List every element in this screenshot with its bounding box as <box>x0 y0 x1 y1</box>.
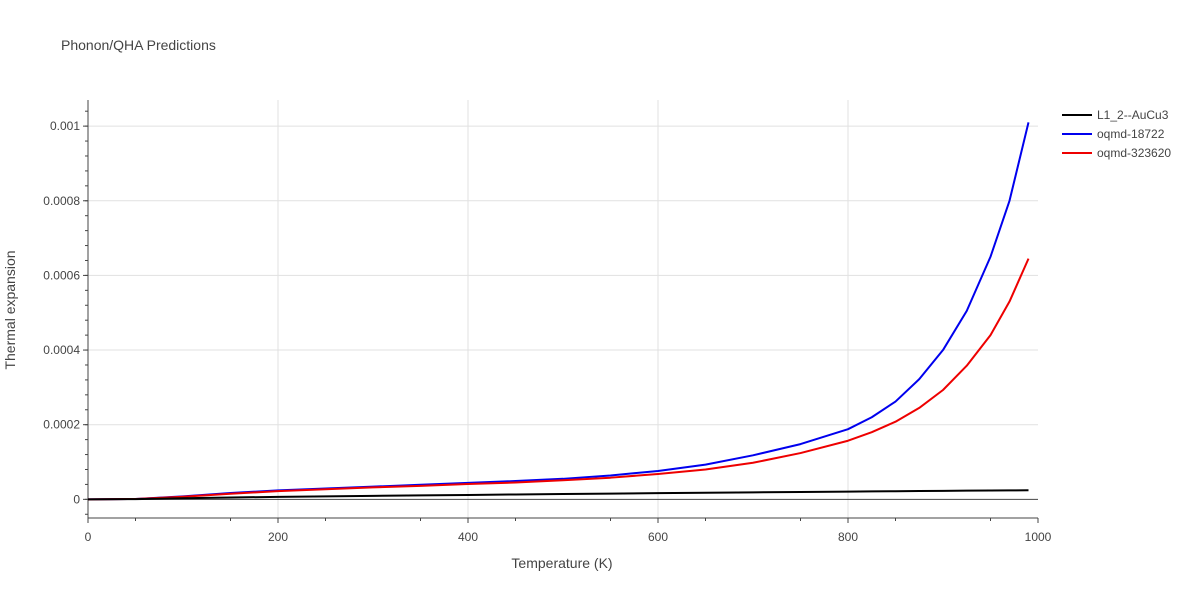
y-tick-label: 0.001 <box>50 119 80 133</box>
x-tick-label: 800 <box>838 530 858 544</box>
x-tick-label: 1000 <box>1025 530 1052 544</box>
y-tick-label: 0 <box>73 492 80 506</box>
x-axis-title: Temperature (K) <box>511 555 612 571</box>
series-lines <box>87 122 1030 501</box>
y-tick-label: 0.0004 <box>43 343 80 357</box>
grid <box>88 100 1038 518</box>
y-tick-label: 0.0002 <box>43 418 80 432</box>
y-axis-title: Thermal expansion <box>2 250 18 369</box>
chart-title: Phonon/QHA Predictions <box>61 37 216 53</box>
series-line-L1_2--AuCu3 <box>87 489 1029 501</box>
legend-label: L1_2--AuCu3 <box>1097 108 1169 122</box>
axes: 0 200 400 600 800 1000 0 0.0002 0.0004 0.0006 0.00… <box>43 100 1052 544</box>
legend-label: oqmd-18722 <box>1097 127 1165 141</box>
x-tick-label: 200 <box>268 530 288 544</box>
y-tick-label: 0.0008 <box>43 194 80 208</box>
series-line-oqmd-323620 <box>87 258 1030 501</box>
x-tick-label: 0 <box>85 530 92 544</box>
legend[interactable]: L1_2--AuCu3 oqmd-18722 oqmd-323620 <box>1062 108 1171 160</box>
x-tick-label: 600 <box>648 530 668 544</box>
y-tick-label: 0.0006 <box>43 268 80 282</box>
legend-label: oqmd-323620 <box>1097 146 1171 160</box>
x-tick-label: 400 <box>458 530 478 544</box>
